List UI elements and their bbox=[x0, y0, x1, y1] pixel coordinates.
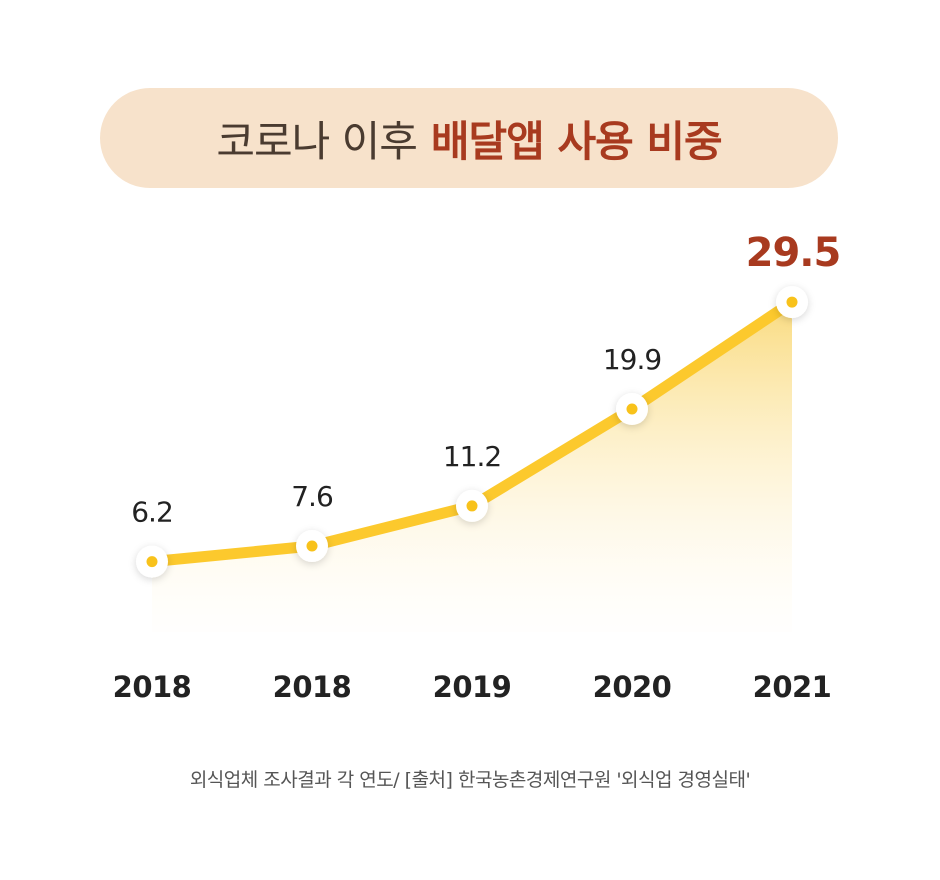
title-highlight-text: 배달앱 사용 비중 bbox=[430, 116, 723, 166]
data-label-4: 29.5 bbox=[746, 230, 841, 276]
data-point-center-4 bbox=[786, 296, 798, 308]
data-point-center-1 bbox=[306, 540, 318, 552]
data-points bbox=[136, 286, 808, 578]
title-text: 코로나 이후 bbox=[216, 116, 418, 166]
data-labels: 6.2 7.6 11.2 19.9 29.5 bbox=[131, 230, 841, 529]
data-label-0: 6.2 bbox=[131, 496, 173, 529]
source-note: 외식업체 조사결과 각 연도/ [출처] 한국농촌경제연구원 '외식업 경영실태… bbox=[189, 769, 751, 791]
data-point-center-2 bbox=[466, 500, 478, 512]
data-point-center-3 bbox=[626, 403, 638, 415]
title-banner: 코로나 이후 배달앱 사용 비중 bbox=[100, 88, 838, 188]
x-tick-label-4: 2021 bbox=[753, 670, 832, 704]
x-tick-label-0: 2018 bbox=[113, 670, 192, 704]
data-point-center-0 bbox=[146, 556, 158, 568]
x-tick-label-2: 2019 bbox=[433, 670, 512, 704]
x-axis-labels: 2018 2018 2019 2020 2021 bbox=[113, 670, 832, 704]
x-tick-label-3: 2020 bbox=[593, 670, 672, 704]
data-label-1: 7.6 bbox=[291, 480, 333, 513]
x-tick-label-1: 2018 bbox=[273, 670, 352, 704]
data-label-2: 11.2 bbox=[443, 440, 501, 473]
data-label-3: 19.9 bbox=[603, 343, 661, 376]
